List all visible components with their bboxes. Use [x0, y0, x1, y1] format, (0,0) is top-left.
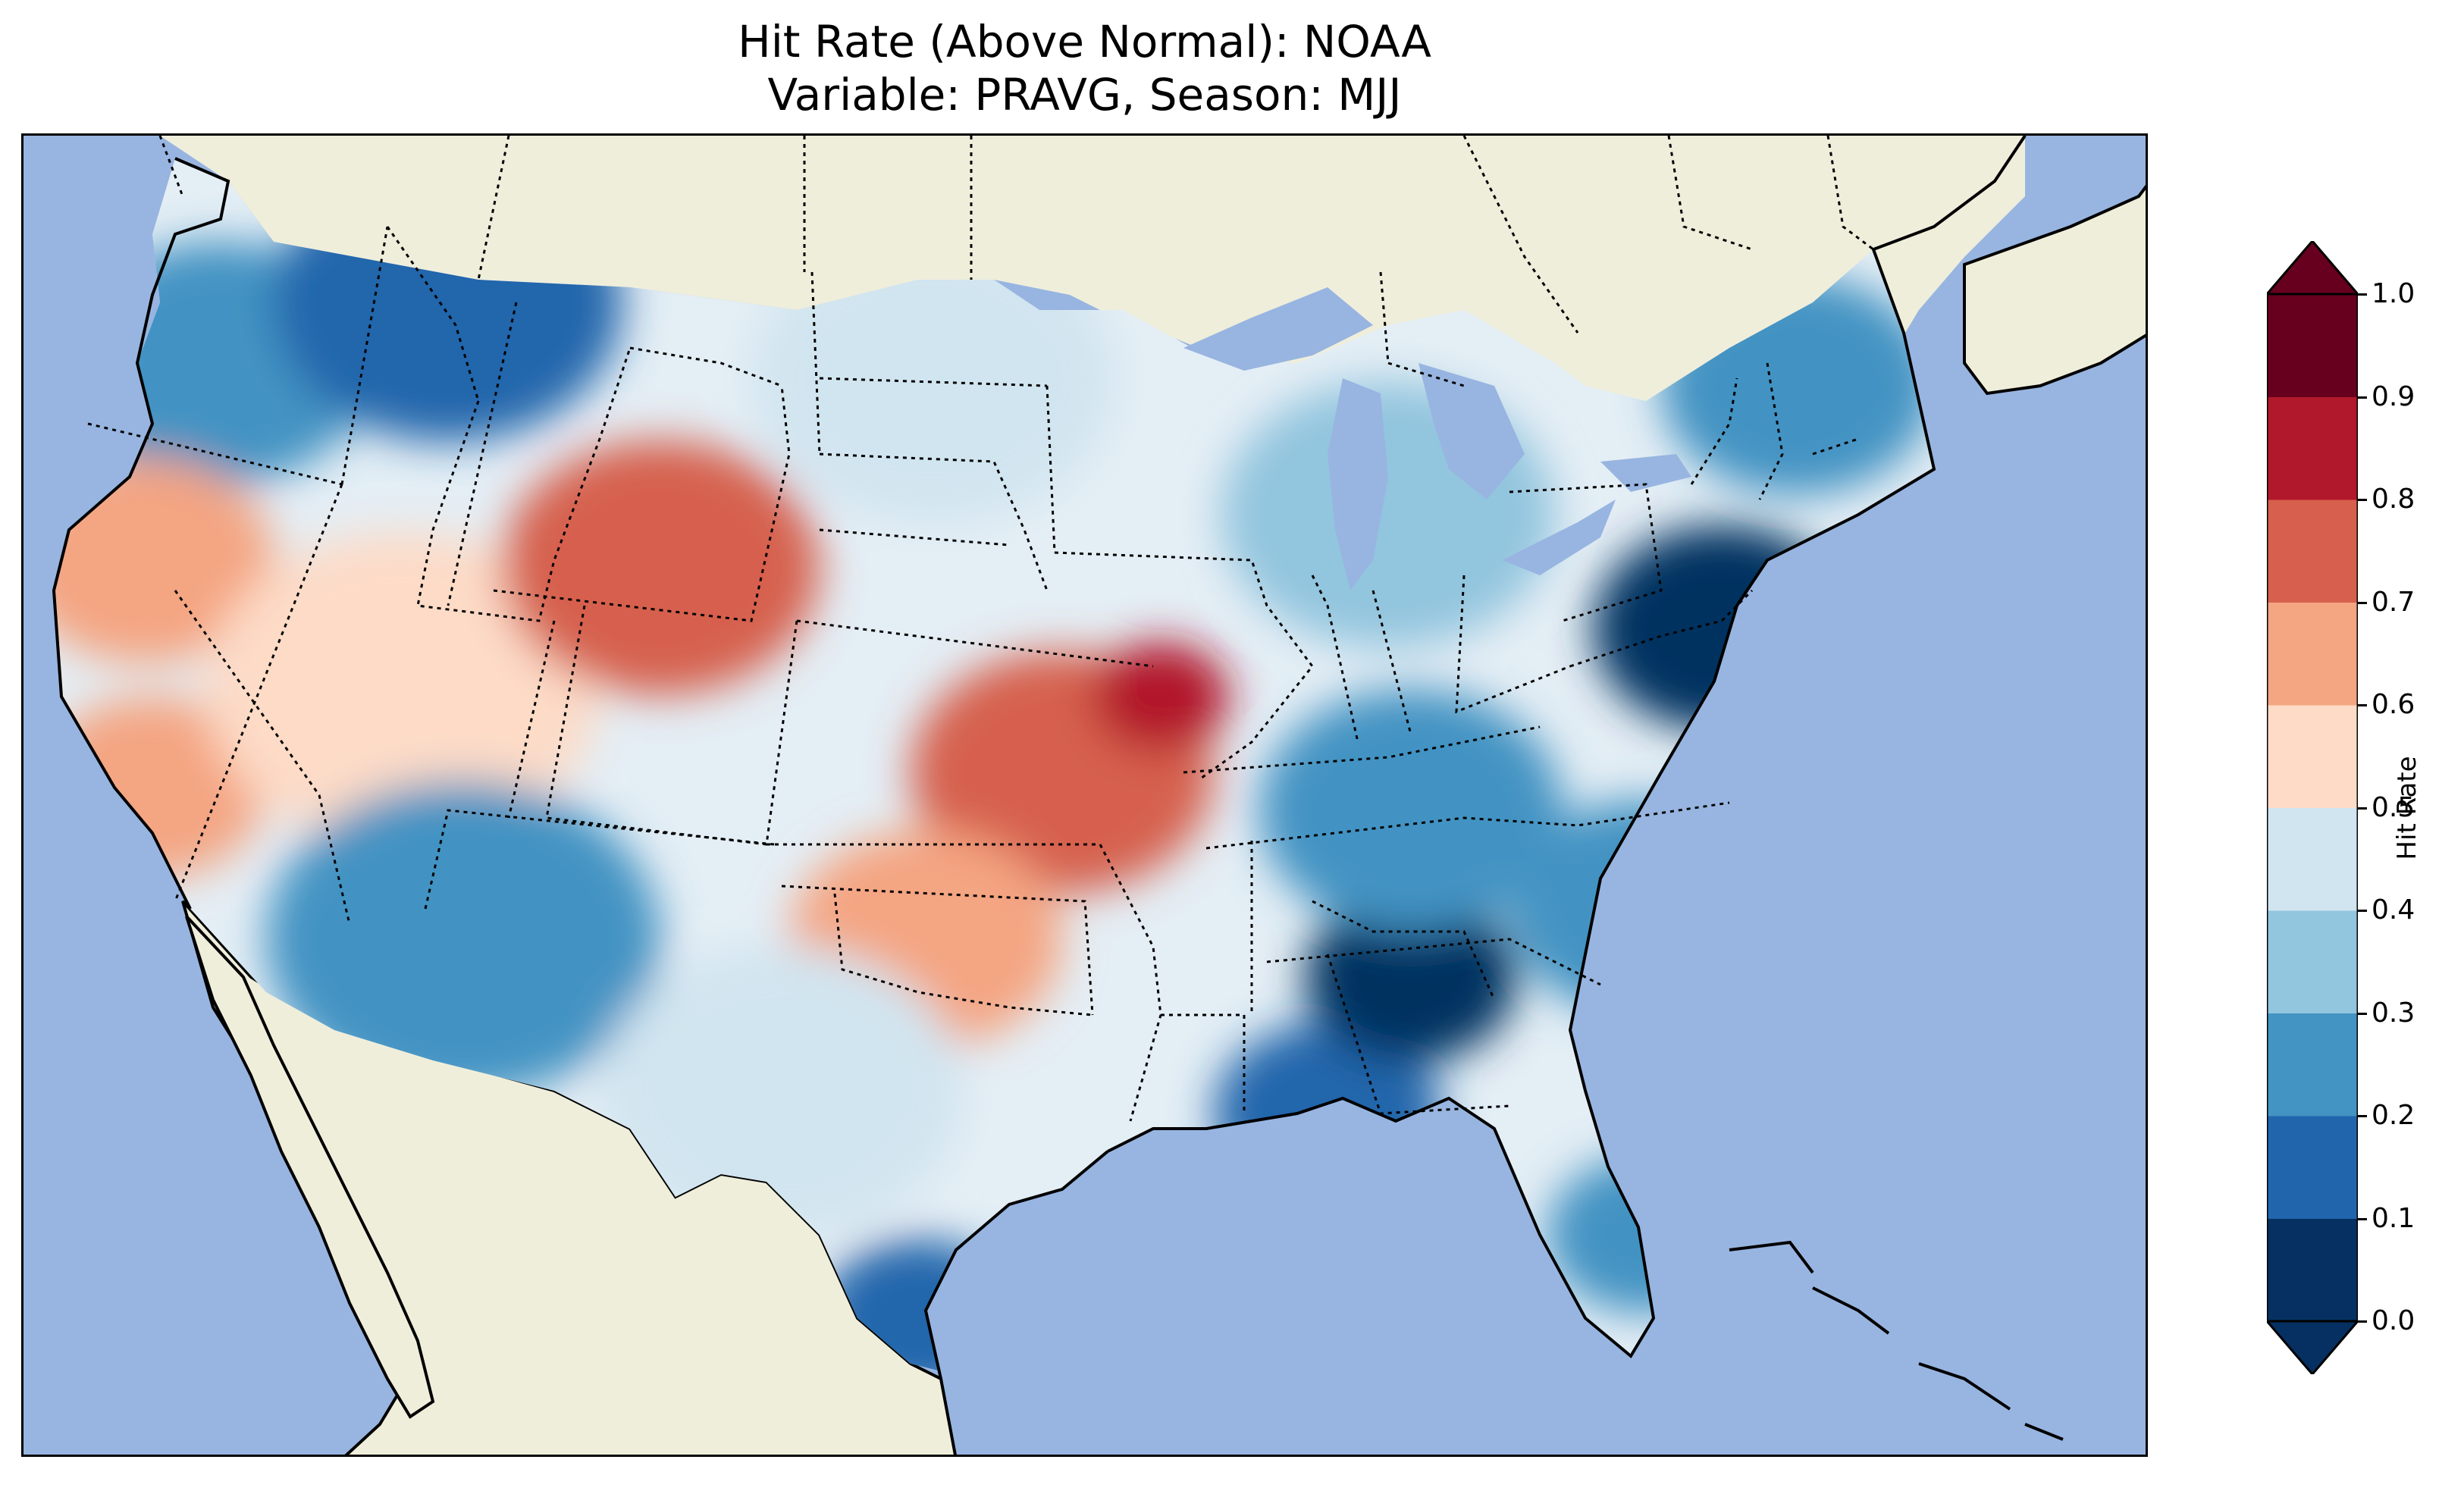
- colorbar-tick-mark: [2358, 293, 2367, 296]
- colorbar-tick-mark: [2358, 1320, 2367, 1323]
- colorbar: [2267, 241, 2358, 1374]
- colorbar-bin: [2267, 500, 2358, 603]
- lake-erie: [1502, 500, 1616, 575]
- map-svg: [52, 136, 2146, 1455]
- colorbar-tick-label: 0.1: [2372, 1202, 2415, 1234]
- colorbar-bin: [2267, 1013, 2358, 1117]
- colorbar-bin: [2267, 807, 2358, 911]
- great-lakes: [1183, 287, 1691, 590]
- colorbar-tick-label: 0.2: [2372, 1100, 2415, 1131]
- colorbar-bin: [2267, 910, 2358, 1013]
- colorbar-tick-mark: [2358, 910, 2367, 912]
- hit-rate-region-nevada-utah: [205, 531, 600, 847]
- lake-michigan: [1328, 378, 1388, 590]
- colorbar-tick-mark: [2358, 1217, 2367, 1220]
- colorbar-tick-label: 1.0: [2372, 278, 2415, 309]
- colorbar-bin: [2267, 705, 2358, 808]
- map-panel: [21, 133, 2148, 1457]
- colorbar-bin: [2267, 294, 2358, 397]
- lake-ontario: [1600, 454, 1691, 492]
- hit-rate-region-iowa-missouri-peak: [1092, 642, 1229, 751]
- coastlines: [52, 136, 2064, 1441]
- canada-land: [160, 136, 2025, 621]
- hit-rate-region-arizona-new-mexico: [266, 781, 660, 1097]
- state-borders: [87, 136, 1874, 1122]
- colorbar-bin: [2267, 1116, 2358, 1219]
- hit-rate-region-mississippi-alabama: [1305, 892, 1517, 1062]
- maritimes-land: [1963, 184, 2146, 396]
- hit-rate-region-dakotas: [751, 233, 1115, 524]
- colorbar-tick-label: 0.8: [2372, 484, 2415, 515]
- colorbar-tick-label: 0.6: [2372, 689, 2415, 720]
- colorbar-tick-label: 0.3: [2372, 997, 2415, 1029]
- colorbar-tick-mark: [2358, 396, 2367, 399]
- lake-superior: [1183, 287, 1373, 371]
- colorbar-max-arrow: [2267, 241, 2358, 296]
- hit-rate-region-west-texas: [600, 945, 964, 1236]
- baja-land: [185, 915, 435, 1419]
- colorbar-bin: [2267, 602, 2358, 706]
- hit-rate-region-carolinas: [1509, 800, 1782, 1018]
- colorbar-min-arrow: [2267, 1320, 2358, 1374]
- colorbar-tick-label: 0.7: [2372, 586, 2415, 618]
- hit-rate-region-mid-atlantic: [1593, 525, 1851, 731]
- colorbar-tick-label: 0.4: [2372, 894, 2415, 926]
- colorbar-bin: [2267, 1218, 2358, 1322]
- colorbar-tick-mark: [2358, 1012, 2367, 1015]
- colorbar-tick-label: 0.0: [2372, 1305, 2415, 1336]
- hit-rate-region-wyoming-colorado: [501, 440, 820, 695]
- colorbar-tick-label: 0.5: [2372, 791, 2415, 823]
- colorbar-bin: [2267, 396, 2358, 500]
- lake-huron: [1419, 363, 1525, 500]
- colorbar-tick-label: 0.9: [2372, 381, 2415, 412]
- chart-title-line-1: Hit Rate (Above Normal): NOAA: [738, 16, 1431, 67]
- hit-rate-region-tennessee-kentucky: [1259, 689, 1563, 932]
- colorbar-tick-mark: [2358, 601, 2367, 604]
- colorbar-tick-mark: [2358, 807, 2367, 810]
- hit-rate-region-florida: [1547, 1156, 1745, 1314]
- colorbar-tick-mark: [2358, 704, 2367, 706]
- colorbar-tick-mark: [2358, 1115, 2367, 1117]
- colorbar-label: Hit Rate: [2392, 756, 2422, 860]
- colorbar-tick-mark: [2358, 499, 2367, 501]
- chart-title-line-2: Variable: PRAVG, Season: MJJ: [767, 69, 1402, 121]
